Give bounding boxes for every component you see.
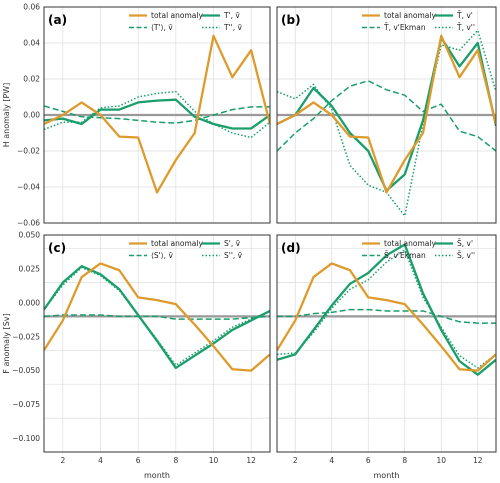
legend-label: T', v̄ — [223, 11, 240, 20]
legend-label: T̄, v'Ekman — [383, 23, 426, 32]
y-tick-label: 0.050 — [19, 231, 41, 240]
panel-a: 0.06 0.04 0.02 0.00 −0.02 −0.04 −0.06 H anomaly… — [2, 3, 271, 228]
y-tick-label: −0.100 — [12, 434, 40, 443]
series-line — [44, 265, 270, 370]
legend-label: ⟨S'⟩, v̄ — [151, 251, 173, 260]
series-line — [44, 90, 270, 139]
series-line — [277, 80, 496, 152]
legend-label: T'', v̄ — [223, 23, 242, 32]
x-tick-label: 6 — [366, 456, 371, 465]
panel-label: (c) — [48, 241, 66, 255]
axes-frame — [43, 234, 271, 453]
series-line — [277, 308, 496, 324]
y-tick-label: −0.075 — [12, 400, 40, 409]
series-line — [44, 314, 270, 320]
x-axis-label: month — [144, 471, 170, 480]
y-tick-label: −0.02 — [17, 147, 40, 156]
y-tick-label: 0.025 — [19, 265, 41, 274]
panel-label: (d) — [281, 241, 301, 255]
legend-label: total anomaly — [151, 239, 203, 248]
legend-label: S'', v̄ — [224, 251, 243, 260]
panel-b: (b) total anomaly T̄, v'Ekman T̄, v' T̄, v'' — [276, 6, 497, 224]
x-tick-label: 8 — [402, 456, 407, 465]
panel-label: (b) — [281, 13, 301, 27]
y-tick-label: 0.02 — [23, 75, 40, 84]
y-tick-label: 0.000 — [19, 298, 41, 307]
y-tick-label: −0.025 — [12, 332, 40, 341]
series-line — [44, 98, 270, 130]
x-tick-label: 4 — [329, 456, 334, 465]
x-tick-label: 12 — [473, 456, 483, 465]
legend-label: total anomaly — [384, 239, 436, 248]
series-line — [277, 262, 496, 372]
x-tick-label: 2 — [60, 456, 65, 465]
panel-label: (a) — [48, 13, 67, 27]
legend-label: total anomaly — [151, 11, 203, 20]
legend-label: S̄, v' — [457, 239, 473, 248]
legend-label: T̄, v'' — [456, 23, 475, 32]
x-tick-label: 6 — [136, 456, 141, 465]
x-tick-label: 10 — [209, 456, 219, 465]
legend-label: S̄, v'Ekman — [384, 251, 426, 260]
panel-c: 0.050 0.025 0.000 −0.025 −0.050 −0.075 −0.100 2… — [2, 231, 271, 480]
x-tick-label: 2 — [293, 456, 298, 465]
y-tick-label: −0.04 — [17, 183, 40, 192]
x-tick-label: 4 — [98, 456, 103, 465]
y-tick-label: 0.04 — [23, 39, 40, 48]
y-axis-label: F anomaly [Sv] — [2, 313, 11, 373]
panel-d: 2 4 6 8 10 12 month (d) total anomaly S̄, v'Ekman… — [276, 234, 497, 480]
y-tick-label: 0.06 — [23, 3, 40, 12]
series-line — [44, 34, 270, 194]
y-tick-label: −0.050 — [12, 366, 40, 375]
y-tick-label: −0.06 — [17, 219, 40, 228]
series-line — [277, 243, 496, 376]
axes-frame — [276, 234, 497, 453]
legend-label: S', v̄ — [224, 239, 241, 248]
series-line — [277, 34, 496, 194]
series-line — [44, 105, 270, 124]
y-axis-label: H anomaly [PW] — [2, 83, 11, 148]
x-tick-label: 10 — [436, 456, 446, 465]
series-line — [44, 262, 270, 372]
series-line — [277, 249, 496, 369]
axes-frame — [43, 6, 271, 224]
x-axis-label: month — [374, 471, 400, 480]
legend-label: T̄, v' — [456, 11, 473, 20]
legend-label: total anomaly — [384, 11, 436, 20]
x-tick-label: 8 — [173, 456, 178, 465]
legend-label: S̄, v'' — [457, 251, 475, 260]
x-tick-label: 12 — [246, 456, 256, 465]
y-tick-label: 0.00 — [23, 111, 40, 120]
axes-frame — [276, 6, 497, 224]
legend-label: ⟨T'⟩, v̄ — [151, 23, 173, 32]
